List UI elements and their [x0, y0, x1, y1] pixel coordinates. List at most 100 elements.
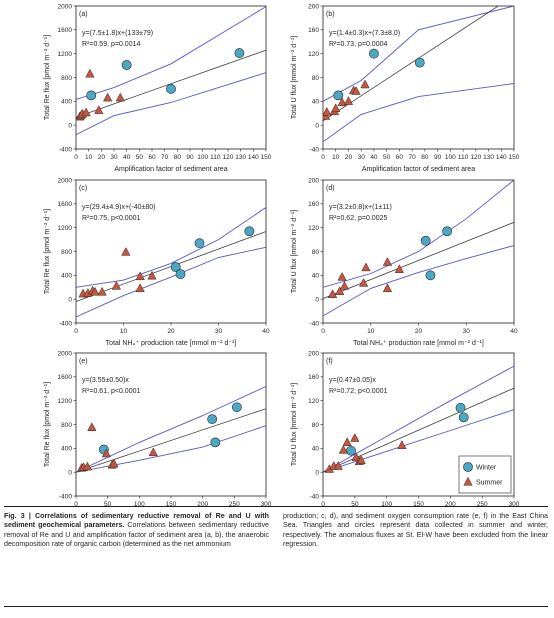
x-tick-label: 10 — [367, 328, 375, 335]
x-axis-label: Amplification factor of sediment area — [362, 166, 475, 173]
summer-data-point — [358, 277, 369, 287]
x-tick-label: 150 — [509, 154, 520, 161]
winter-data-point — [333, 90, 344, 101]
winter-data-point — [455, 402, 466, 413]
winter-data-point — [369, 48, 379, 59]
y-tick-label: -40 — [310, 146, 320, 153]
winter-data-point — [231, 402, 242, 413]
winter-data-point — [175, 269, 186, 280]
y-tick-label: -40 — [310, 493, 320, 500]
summer-data-point — [382, 257, 393, 266]
y-tick-label: 160 — [308, 201, 319, 208]
y-tick-label: -400 — [59, 493, 72, 500]
x-tick-label: 50 — [351, 501, 359, 508]
chart-panel: 0 10 20 30 40 50 60 70 80 90 100 110 120 130 140 150-40… — [44, 3, 272, 173]
x-tick-label: 50 — [136, 154, 144, 161]
y-axis-label: Total U flux [mmol m⁻² d⁻¹] — [291, 383, 298, 466]
figure-panels: 0 10 20 30 40 50 60 70 80 90 100 110 120 130 140 150-40… — [44, 3, 520, 508]
panel-letter: (b) — [326, 11, 335, 18]
x-tick-label: 110 — [210, 154, 221, 161]
y-tick-label: 1200 — [58, 398, 73, 405]
x-tick-label: 30 — [110, 154, 118, 161]
y-tick-label: 0 — [315, 122, 319, 129]
y-tick-label: 0 — [68, 296, 72, 303]
plot-area — [323, 6, 514, 143]
y-tick-label: 800 — [61, 422, 72, 429]
summer-data-point — [338, 444, 349, 454]
x-tick-label: 0 — [74, 328, 78, 335]
summer-data-point — [323, 106, 332, 116]
winter-data-point — [234, 48, 245, 58]
y-tick-label: -40 — [310, 320, 320, 327]
caption-figure-label: Fig. 3 | — [4, 512, 35, 520]
y-tick-label: 40 — [312, 446, 320, 453]
y-axis-label: Total Re flux [pmol m⁻² d⁻¹] — [44, 209, 51, 294]
caption-left-text: Correlations between sedimentary reducti… — [4, 521, 270, 548]
y-tick-label: 0 — [68, 469, 72, 476]
regression-equation: y=(7.5±1.8)x+(133±79) — [82, 30, 153, 37]
summer-data-point — [339, 280, 350, 290]
regression-equation: y=(3.55±0.50)x — [82, 377, 129, 384]
winter-data-point — [210, 437, 221, 448]
plot-area — [76, 207, 266, 318]
x-axis-label: Total NH₄⁺ production rate [mmol m⁻² d⁻¹… — [106, 340, 237, 347]
x-tick-label: 0 — [74, 501, 78, 508]
panel-letter: (a) — [79, 11, 88, 18]
y-axis-label: Total U flux [mmol m⁻² d⁻¹] — [291, 36, 298, 119]
x-tick-label: 10 — [120, 328, 128, 335]
winter-data-point — [170, 262, 181, 272]
plot-frame — [75, 352, 267, 497]
summer-data-point — [97, 286, 107, 296]
summer-data-point — [90, 286, 100, 296]
regression-equation: y=(29.4±4.9)x+(-40±80) — [82, 204, 155, 211]
y-tick-label: 800 — [61, 249, 72, 256]
summer-data-point — [327, 289, 338, 298]
confidence-band-lower — [323, 409, 514, 473]
x-tick-label: 20 — [345, 154, 353, 161]
y-tick-label: 2000 — [58, 350, 73, 357]
panel-letter: (d) — [326, 185, 335, 192]
y-tick-label: 2000 — [58, 3, 73, 10]
winter-data-point — [458, 412, 469, 423]
x-tick-label: 150 — [413, 501, 424, 508]
winter-data-point — [207, 414, 218, 425]
confidence-band-upper — [323, 6, 514, 102]
x-tick-label: 70 — [161, 154, 169, 161]
confidence-band-lower — [76, 425, 266, 473]
x-tick-label: 300 — [261, 501, 272, 508]
y-tick-label: 0 — [315, 469, 319, 476]
y-tick-label: -400 — [59, 146, 72, 153]
summer-data-point — [111, 280, 122, 290]
plot-area — [323, 365, 514, 473]
y-tick-label: 160 — [308, 27, 319, 34]
x-tick-label: 100 — [381, 501, 392, 508]
y-tick-label: 400 — [61, 446, 72, 453]
x-tick-label: 130 — [235, 154, 246, 161]
y-tick-label: 200 — [308, 3, 319, 10]
summer-data-point — [109, 458, 119, 468]
y-tick-label: 1200 — [58, 51, 73, 58]
x-tick-label: 150 — [166, 501, 177, 508]
summer-data-point — [351, 86, 361, 95]
y-tick-label: 1600 — [58, 27, 73, 34]
confidence-band-lower — [323, 83, 514, 143]
x-axis-label: Amplification factor of sediment area — [114, 166, 227, 173]
confidence-band-lower — [76, 246, 266, 318]
winter-data-point — [414, 57, 425, 68]
y-tick-label: 120 — [308, 398, 319, 405]
panel-letter: (c) — [79, 185, 87, 192]
chart-panel: 0 50 100 150 200 250 300-400040080012001600200… — [44, 350, 272, 508]
confidence-band-lower — [76, 72, 266, 136]
winter-data-point — [244, 226, 255, 237]
x-tick-label: 40 — [262, 328, 270, 335]
x-tick-label: 60 — [148, 154, 156, 161]
x-tick-label: 30 — [215, 328, 223, 335]
plot-area — [323, 180, 514, 317]
summer-data-point — [81, 107, 91, 117]
x-tick-label: 120 — [470, 154, 481, 161]
summer-data-point — [135, 271, 145, 281]
x-tick-label: 140 — [496, 154, 507, 161]
confidence-band-upper — [76, 385, 266, 473]
x-tick-label: 100 — [445, 154, 456, 161]
chart-panel: 0 10 20 30 40 50 60 70 80 90 100 110 120 130 140 150-40… — [291, 3, 520, 173]
